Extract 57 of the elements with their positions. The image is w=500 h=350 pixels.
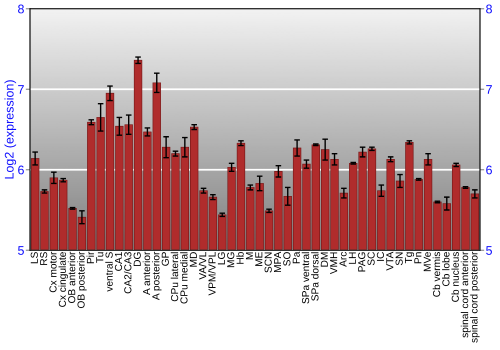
x-tick-label: Cx cingulate — [58, 252, 68, 307]
y-tick-label: 6 — [18, 166, 24, 174]
x-tick-label: Cx motor — [49, 252, 57, 292]
x-tick-label: Tg — [405, 252, 414, 264]
y-tick-label: 8 — [18, 4, 24, 14]
x-tick-label: Pa — [292, 252, 300, 264]
x-tick-label: SC — [367, 252, 375, 266]
x-tick-label: ME — [255, 252, 262, 266]
x-tick-label: LS — [30, 252, 38, 264]
x-tick-label: M — [246, 252, 253, 260]
x-tick-label: Cb lobe — [442, 252, 450, 286]
x-tick-label: VMH — [330, 252, 338, 274]
x-tick-label: SCN — [264, 252, 272, 273]
x-tick-label: PAG — [358, 252, 366, 272]
x-tick-label: SN — [396, 252, 403, 266]
x-tick-label: GP — [162, 252, 169, 266]
x-tick-label: DG — [134, 252, 141, 266]
x-tick-label: MPA — [274, 252, 282, 272]
y-tick-label: 7 — [18, 85, 24, 94]
x-tick-label: Hb — [236, 252, 244, 264]
x-tick-label: CA1 — [114, 252, 122, 271]
x-tick-label: SO — [283, 252, 290, 266]
x-tick-label: Pn — [414, 252, 422, 264]
x-tick-label: VA/VL — [198, 252, 206, 280]
x-tick-label: Cb vermis — [432, 252, 440, 297]
y2-tick-label: 7 — [486, 85, 492, 94]
x-tick-label: MD — [190, 252, 197, 267]
x-tick-label: spinal cord anterior — [460, 252, 470, 338]
x-tick-label: A posterior — [152, 252, 162, 300]
y2-tick-label: 8 — [486, 4, 492, 14]
x-tick-label: SPa dorsal — [311, 252, 319, 301]
x-tick-label: OB anterior — [68, 252, 76, 303]
x-tick-label: ventral S — [105, 252, 113, 292]
x-tick-label: DM — [320, 252, 328, 267]
y-axis-title: Log2 (expression) — [4, 80, 16, 178]
x-tick-label: IC — [376, 252, 384, 261]
x-tick-label: Arc — [340, 252, 347, 267]
y2-tick-label: 5 — [486, 246, 492, 255]
x-tick-label: MG — [227, 252, 234, 268]
x-tick-label: VTA — [386, 252, 394, 271]
x-tick-label: CPu medial — [180, 252, 188, 304]
x-tick-label: A anterior — [142, 252, 150, 296]
x-tick-label: RS — [40, 252, 48, 265]
y-tick-label: 5 — [18, 246, 24, 255]
x-tick-label: SPa ventral — [302, 252, 310, 304]
x-tick-label: CA2/CA3 — [124, 252, 132, 294]
x-tick-label: CPu lateral — [170, 252, 178, 302]
x-tick-label: LH — [348, 252, 356, 264]
y2-tick-label: 6 — [486, 166, 492, 174]
x-tick-label: Tu — [96, 252, 104, 263]
x-tick-label: LG — [218, 252, 225, 264]
x-tick-label: Pir — [86, 252, 94, 264]
x-tick-label: VPM/VPL — [208, 252, 216, 296]
x-tick-label: spinal cord posterior — [470, 252, 480, 343]
x-tick-label: OB posterior — [77, 252, 87, 308]
x-tick-label: MVe — [424, 252, 431, 272]
x-tick-label: Cb nucleus — [451, 252, 459, 302]
